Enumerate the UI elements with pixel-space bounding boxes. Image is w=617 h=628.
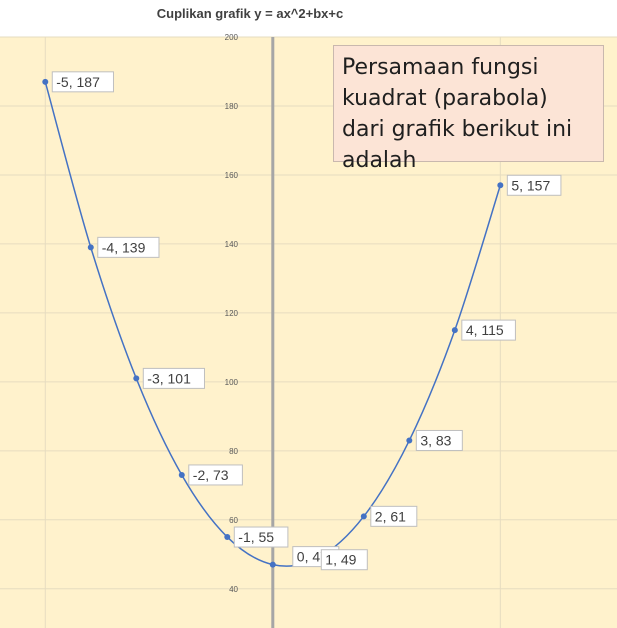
data-label-text: 1, 49 — [325, 552, 356, 568]
data-label-box — [51, 71, 114, 93]
data-point — [406, 437, 413, 444]
data-label: -2, 73 — [188, 464, 243, 486]
data-point — [224, 534, 231, 541]
y-tick-label: 100 — [225, 378, 239, 387]
data-label-box — [320, 549, 368, 571]
data-label-text: -3, 101 — [147, 370, 191, 386]
data-point — [87, 244, 94, 251]
data-label-text: -5, 187 — [56, 74, 100, 90]
data-label-box — [461, 319, 516, 341]
y-tick-label: 160 — [225, 171, 239, 180]
data-labels: -5, 187 -4, 139 -3, 101 -2, 73 -1, 55 0, 471,… — [51, 71, 562, 571]
data-label-text: 4, 115 — [466, 322, 504, 338]
y-tick-label: 60 — [229, 516, 238, 525]
data-label-text: 5, 157 — [511, 177, 550, 193]
data-label-text: -4, 139 — [102, 239, 146, 255]
data-label: 3, 83 — [415, 429, 463, 451]
data-label-box — [506, 174, 562, 196]
data-points — [42, 78, 504, 568]
note-box: Persamaan fungsi kuadrat (parabola) dari… — [333, 45, 604, 173]
data-label: 4, 115 — [461, 319, 516, 341]
data-label: -4, 139 — [97, 236, 160, 258]
y-tick-label: 140 — [225, 240, 239, 249]
data-point — [269, 561, 276, 568]
data-label-box — [142, 367, 205, 389]
series-line — [44, 81, 502, 567]
data-label: 5, 157 — [506, 174, 562, 196]
data-point — [451, 327, 458, 334]
data-point — [178, 471, 185, 478]
y-tick-label: 180 — [225, 102, 239, 111]
data-label-text: -2, 73 — [193, 467, 229, 483]
chart-title: Cuplikan grafik y = ax^2+bx+c — [156, 6, 344, 21]
data-point — [42, 78, 49, 85]
data-label-box — [97, 236, 160, 258]
y-tick-labels: 40 60 80 100 120 140 160 180 200 — [225, 33, 239, 594]
data-label-box — [188, 464, 243, 486]
data-label-box — [370, 505, 418, 527]
y-tick-label: 200 — [225, 33, 239, 42]
series-curve — [44, 81, 502, 567]
y-tick-label: 120 — [225, 309, 239, 318]
y-tick-label: 40 — [229, 585, 238, 594]
data-label-text: 0, 47 — [297, 549, 328, 565]
data-label: 1, 49 — [320, 549, 368, 571]
data-label-text: 3, 83 — [420, 432, 451, 448]
data-label-box — [233, 526, 289, 548]
data-label-text: 2, 61 — [375, 508, 406, 524]
data-label: -5, 187 — [51, 71, 114, 93]
data-label-box — [415, 429, 463, 451]
data-label-text: -1, 55 — [238, 529, 274, 545]
data-point — [497, 182, 504, 189]
y-tick-label: 80 — [229, 447, 238, 456]
data-point — [133, 375, 140, 382]
data-label: -1, 55 — [233, 526, 289, 548]
data-point — [360, 513, 367, 520]
data-label: -3, 101 — [142, 367, 205, 389]
data-label: 2, 61 — [370, 505, 418, 527]
